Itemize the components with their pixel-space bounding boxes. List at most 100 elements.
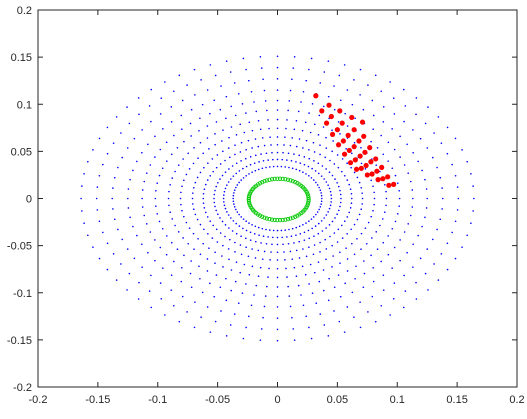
blue-point-87 bbox=[290, 160, 293, 162]
blue-point-27 bbox=[245, 175, 247, 177]
blue-point-828 bbox=[95, 197, 98, 200]
blue-point-21 bbox=[265, 166, 267, 169]
green-point-59 bbox=[293, 214, 298, 219]
blue-point-652 bbox=[417, 160, 419, 163]
blue-point-827 bbox=[96, 186, 99, 188]
blue-point-82 bbox=[311, 167, 313, 170]
green-point-13 bbox=[288, 178, 293, 183]
green-point-54 bbox=[280, 217, 285, 223]
blue-point-494 bbox=[346, 258, 349, 260]
blue-point-154 bbox=[317, 162, 320, 165]
blue-point-808 bbox=[308, 68, 310, 71]
blue-point-481 bbox=[230, 269, 233, 271]
blue-point-487 bbox=[286, 276, 288, 278]
blue-point-183 bbox=[215, 209, 217, 212]
blue-point-159 bbox=[293, 153, 295, 155]
blue-point-28 bbox=[242, 177, 245, 179]
blue-point-42 bbox=[238, 213, 240, 216]
blue-point-243 bbox=[224, 159, 226, 162]
blue-point-124 bbox=[267, 236, 269, 238]
blue-point-65 bbox=[312, 216, 315, 218]
blue-point-759 bbox=[117, 228, 119, 231]
blue-point-321 bbox=[194, 181, 197, 184]
blue-point-455 bbox=[230, 126, 233, 128]
blue-point-203 bbox=[303, 239, 306, 241]
blue-point-814 bbox=[214, 74, 217, 77]
blue-point-604 bbox=[173, 134, 175, 137]
blue-point-286 bbox=[349, 207, 352, 209]
blue-point-338 bbox=[247, 255, 250, 258]
blue-point-202 bbox=[298, 240, 301, 243]
blue-point-601 bbox=[199, 117, 201, 120]
blue-point-922 bbox=[343, 331, 346, 333]
green-point-15 bbox=[283, 177, 288, 182]
blue-point-669 bbox=[237, 93, 240, 95]
blue-point-250 bbox=[203, 188, 206, 190]
blue-point-805 bbox=[353, 79, 355, 81]
green-point-53 bbox=[277, 218, 283, 223]
blue-point-701 bbox=[263, 305, 266, 308]
blue-point-389 bbox=[197, 157, 199, 160]
blue-point-330 bbox=[203, 228, 205, 231]
blue-point-722 bbox=[439, 176, 442, 179]
blue-point-692 bbox=[162, 267, 164, 269]
blue-point-713 bbox=[399, 259, 401, 262]
blue-point-158 bbox=[298, 154, 301, 157]
blue-point-394 bbox=[181, 185, 183, 188]
blue-point-572 bbox=[391, 227, 394, 230]
blue-point-812 bbox=[245, 68, 247, 71]
blue-point-755 bbox=[112, 187, 114, 189]
blue-point-270 bbox=[276, 251, 279, 254]
blue-point-63 bbox=[308, 220, 310, 222]
blue-point-682 bbox=[129, 178, 131, 181]
red-point-25 bbox=[341, 151, 348, 157]
green-point-49 bbox=[267, 217, 272, 222]
blue-point-610 bbox=[143, 180, 146, 183]
blue-point-640 bbox=[380, 260, 382, 263]
blue-point-830 bbox=[98, 220, 101, 223]
blue-point-398 bbox=[181, 209, 183, 212]
red-point-10 bbox=[324, 120, 330, 126]
blue-point-275 bbox=[308, 246, 310, 249]
blue-point-803 bbox=[380, 90, 383, 93]
red-point-21 bbox=[346, 147, 352, 154]
green-point-21 bbox=[267, 177, 272, 182]
blue-point-764 bbox=[150, 274, 152, 277]
blue-point-575 bbox=[398, 205, 400, 208]
blue-point-217 bbox=[350, 193, 353, 195]
blue-point-602 bbox=[189, 122, 192, 125]
blue-point-529 bbox=[206, 125, 209, 127]
red-point-31 bbox=[358, 165, 364, 171]
blue-point-894 bbox=[106, 126, 109, 129]
blue-point-620 bbox=[173, 260, 175, 263]
blue-point-191 bbox=[240, 235, 242, 237]
blue-point-368 bbox=[351, 152, 353, 155]
blue-point-648 bbox=[426, 197, 428, 200]
blue-point-123 bbox=[262, 235, 265, 237]
blue-point-670 bbox=[225, 95, 228, 98]
blue-point-302 bbox=[305, 139, 308, 142]
blue-point-770 bbox=[220, 310, 222, 312]
blue-point-479 bbox=[214, 262, 216, 264]
blue-point-385 bbox=[221, 140, 223, 142]
blue-point-70 bbox=[320, 203, 322, 205]
blue-point-497 bbox=[365, 242, 368, 245]
blue-point-672 bbox=[201, 103, 204, 106]
blue-point-381 bbox=[251, 129, 254, 132]
blue-point-934 bbox=[470, 222, 472, 224]
blue-point-690 bbox=[147, 251, 149, 254]
blue-point-608 bbox=[149, 164, 152, 166]
blue-point-283 bbox=[343, 220, 346, 223]
red-point-17 bbox=[351, 144, 357, 150]
blue-point-470 bbox=[169, 211, 171, 213]
blue-point-427 bbox=[364, 227, 367, 229]
blue-point-297 bbox=[336, 154, 339, 156]
blue-point-758 bbox=[113, 218, 116, 221]
blue-point-97 bbox=[245, 165, 248, 168]
blue-point-919 bbox=[293, 339, 296, 341]
blue-point-23 bbox=[257, 168, 260, 171]
blue-point-788 bbox=[431, 238, 434, 241]
blue-point-907 bbox=[115, 279, 118, 281]
blue-point-354 bbox=[350, 228, 352, 231]
blue-point-931 bbox=[454, 257, 457, 260]
